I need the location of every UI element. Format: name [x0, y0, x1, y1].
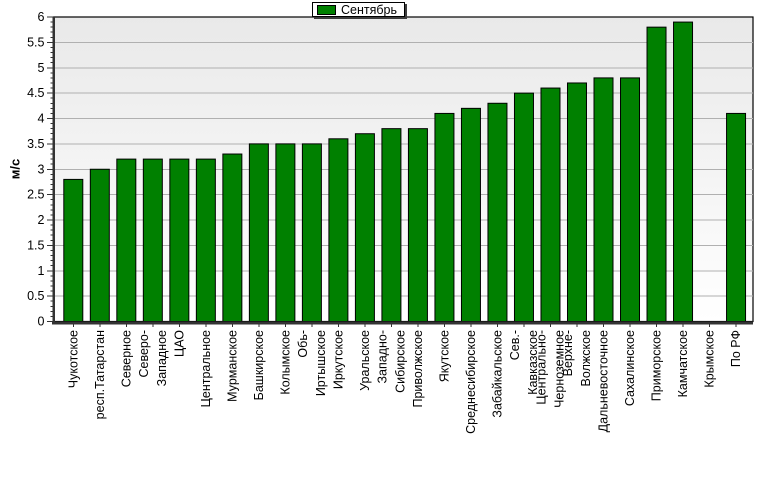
bar-7 [248, 143, 269, 322]
legend-series-swatch [317, 4, 336, 15]
x-axis-label: Центрально- [534, 330, 548, 405]
x-axis-label: Западно- [375, 330, 389, 384]
svg-text:2: 2 [38, 213, 45, 227]
legend-label: Сентябрь [341, 2, 397, 17]
x-axis-label: Колымское [278, 330, 292, 395]
x-axis-label: Крымское [703, 330, 717, 388]
x-axis-label: Чукотское [66, 330, 80, 388]
bar-20 [593, 77, 614, 323]
x-axis-label: Мурманское [225, 330, 239, 402]
svg-text:2.5: 2.5 [27, 188, 44, 202]
svg-text:1: 1 [38, 264, 45, 278]
svg-text:4: 4 [38, 112, 45, 126]
bar-4 [169, 158, 190, 322]
x-axis-label: ЦАО [172, 330, 186, 357]
bar-6 [222, 153, 243, 322]
svg-text:4.5: 4.5 [27, 86, 44, 100]
x-axis-label: Дальневосточное [597, 330, 611, 432]
svg-text:6: 6 [38, 10, 45, 24]
x-axis-label: Камчатское [676, 330, 690, 397]
x-axis-label: Уральское [358, 330, 372, 391]
svg-text:5.5: 5.5 [27, 35, 44, 49]
bar-18 [540, 87, 561, 322]
x-axis-label: Черноземное [552, 330, 566, 408]
bar-13 [407, 128, 428, 322]
bar-17 [513, 92, 534, 322]
x-axis-label: Сев.- [508, 330, 522, 360]
x-axis-label: Обь- [296, 330, 310, 358]
bar-8 [275, 143, 296, 322]
y-axis-title: м/с [7, 158, 23, 180]
x-axis-label: Иртышское [314, 330, 328, 396]
svg-text:0: 0 [38, 315, 45, 329]
x-axis-label: Северное [119, 330, 133, 387]
bar-9 [301, 143, 322, 322]
svg-text:0.5: 0.5 [27, 289, 44, 303]
x-axis-label: Западное [155, 330, 169, 386]
bar-10 [328, 138, 349, 322]
bar-11 [354, 133, 375, 322]
x-axis-label: Волжское [579, 330, 593, 386]
x-axis-label: Кавказское [526, 330, 540, 395]
x-axis-label: респ.Татарстан [93, 330, 107, 419]
x-axis-label: По РФ [729, 330, 743, 367]
x-axis-labels: Чукотское респ.Татарстан Северное Северо- За… [66, 330, 743, 434]
bar-14 [434, 112, 455, 322]
x-axis-label: Центральное [199, 330, 213, 407]
svg-text:5: 5 [38, 61, 45, 75]
x-axis-label: Якутское [437, 330, 451, 382]
x-axis-label: Верхне- [561, 330, 575, 376]
x-axis-label: Иркутское [331, 330, 345, 389]
x-axis-label: Приволжское [411, 330, 425, 408]
x-axis-label: Сибирское [393, 330, 407, 393]
x-axis-label: Приморское [650, 330, 664, 401]
bar-15 [460, 107, 481, 322]
bar-16 [487, 102, 508, 323]
x-axis-label: Забайкальское [490, 330, 504, 418]
bar-25 [726, 112, 747, 322]
bar-5 [195, 158, 216, 322]
svg-text:3.5: 3.5 [27, 137, 44, 151]
x-axis-label: Сахалинское [623, 330, 637, 406]
x-axis-label: Башкирское [252, 330, 266, 400]
bar-22 [646, 26, 667, 323]
y-tick-labels: 0 0.5 1 1.5 2 2.5 3 3.5 4 4.5 5 5.5 6 [27, 10, 44, 329]
bar-2 [116, 158, 137, 322]
bar-23 [673, 21, 694, 322]
bar-12 [381, 128, 402, 322]
svg-text:3: 3 [38, 162, 45, 176]
x-axis-label: Северо- [137, 330, 151, 378]
bar-3 [142, 158, 163, 322]
bars [63, 21, 747, 323]
bar-19 [566, 82, 587, 322]
bar-1 [89, 168, 110, 322]
bar-21 [620, 77, 641, 323]
legend: Сентябрь [312, 2, 405, 17]
x-axis-label: Среднесибирское [464, 330, 478, 434]
svg-text:1.5: 1.5 [27, 238, 44, 252]
bar-0 [63, 178, 84, 322]
